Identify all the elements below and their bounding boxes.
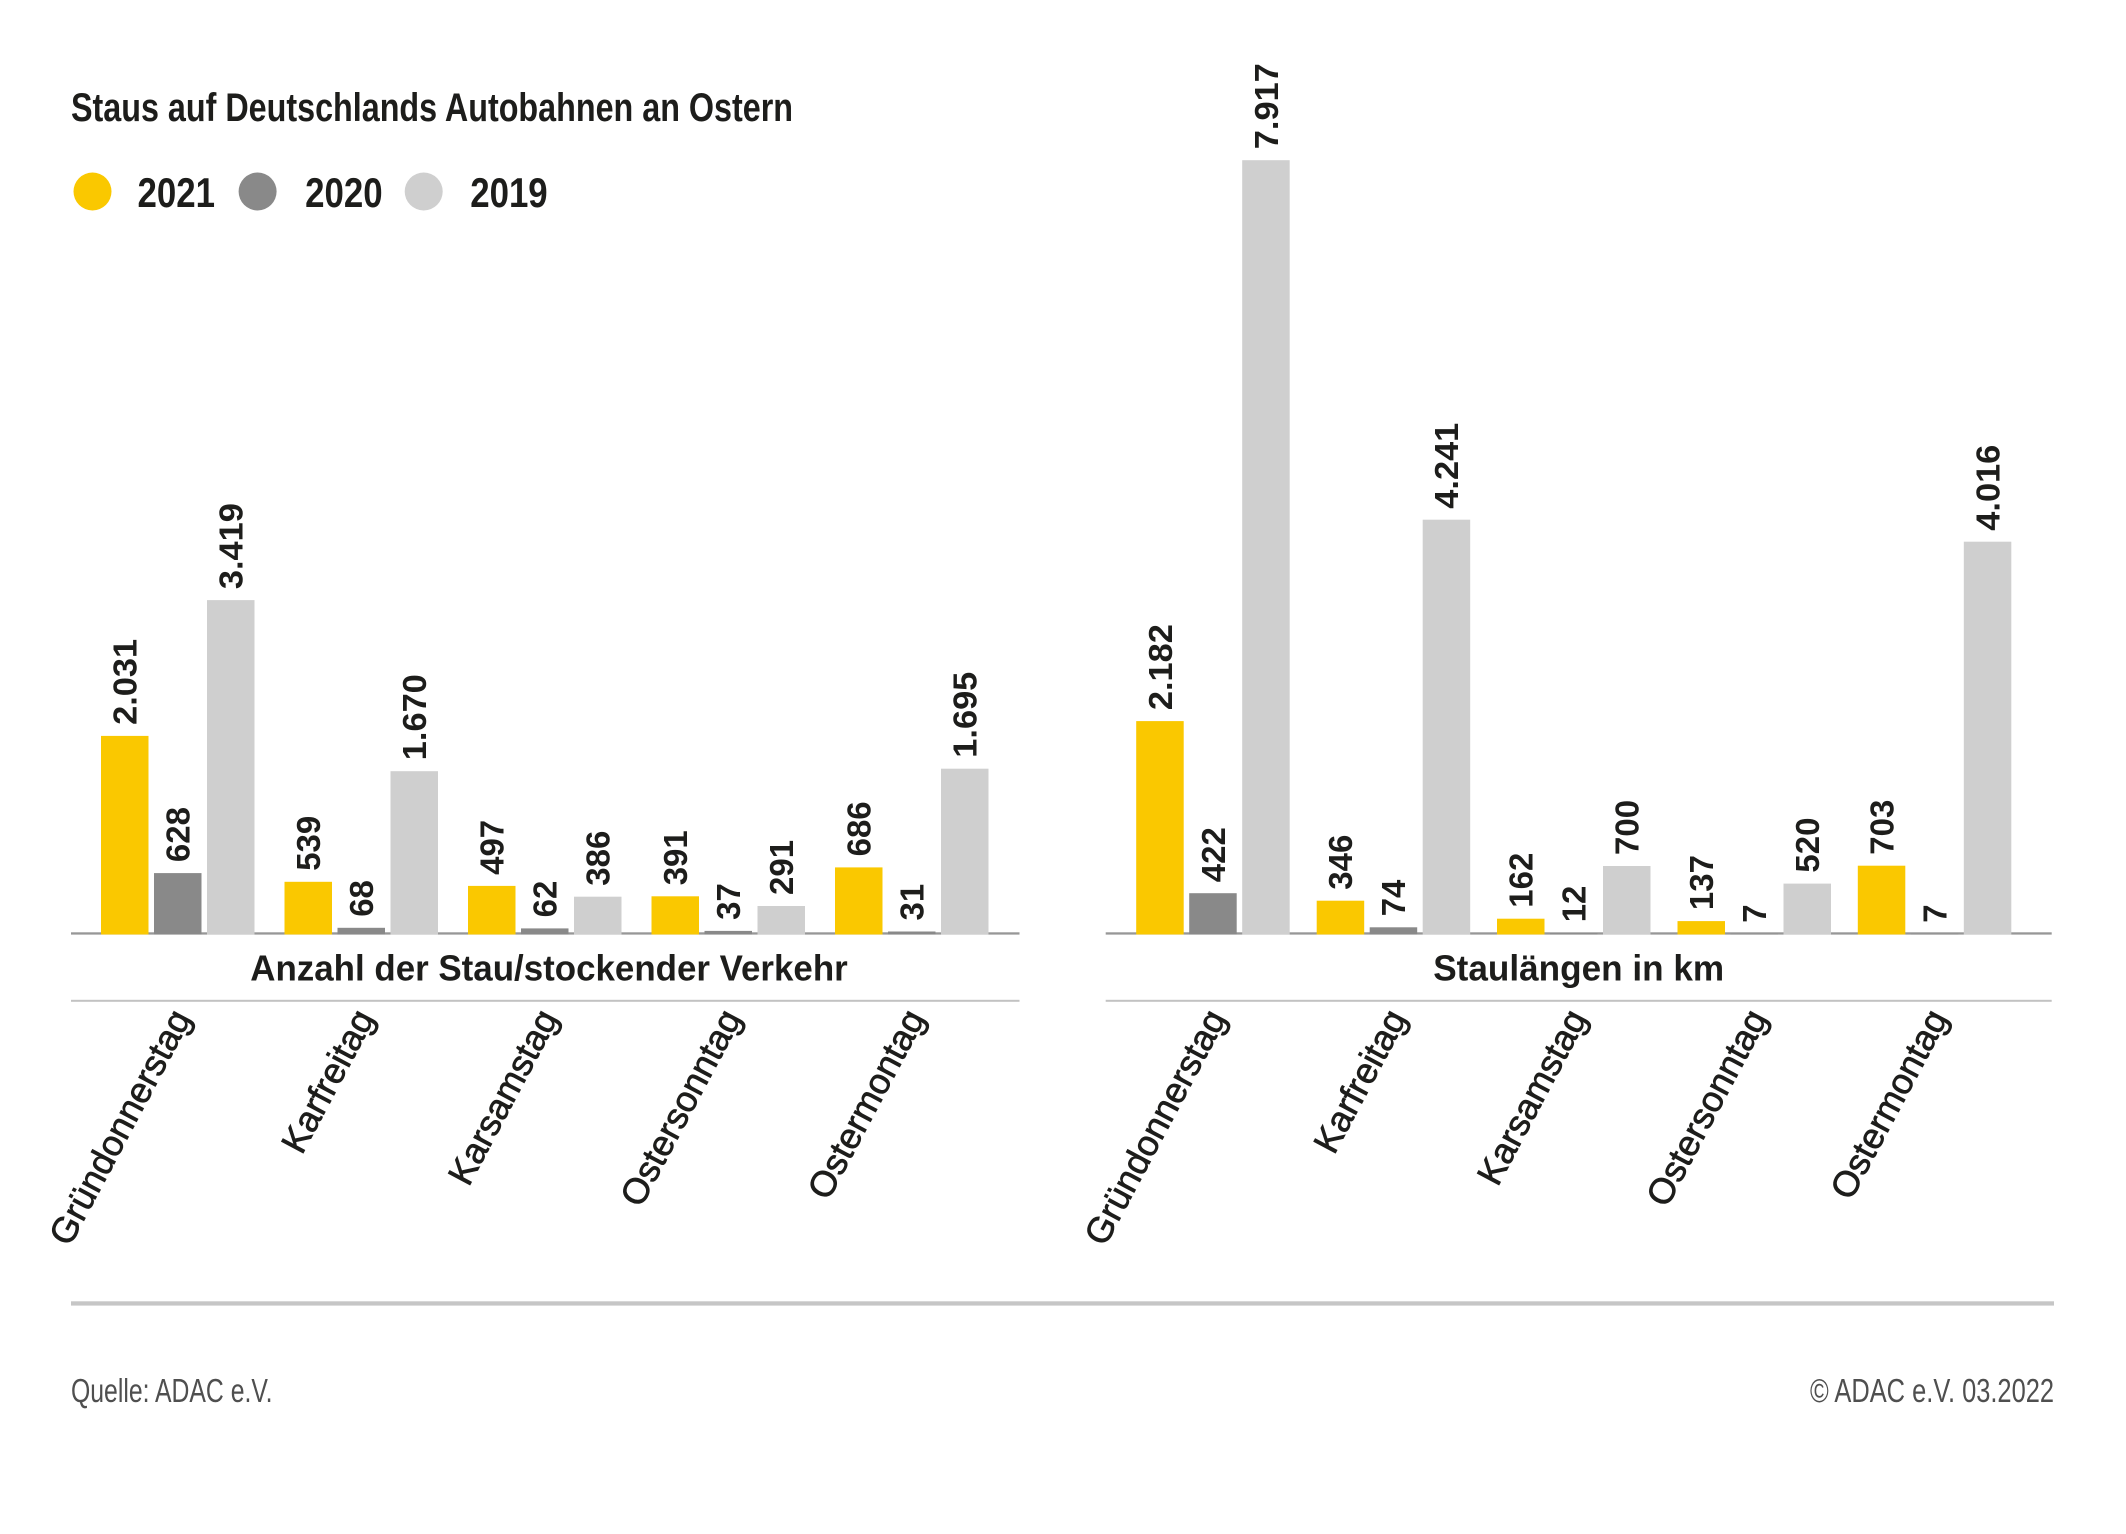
svg-text:686: 686: [841, 801, 878, 856]
svg-text:391: 391: [657, 830, 694, 885]
svg-text:497: 497: [474, 820, 511, 875]
svg-text:62: 62: [527, 881, 564, 918]
svg-text:2.182: 2.182: [1142, 624, 1179, 710]
svg-text:4.241: 4.241: [1428, 423, 1465, 509]
svg-text:7.917: 7.917: [1248, 63, 1285, 149]
svg-text:386: 386: [580, 831, 617, 886]
svg-text:162: 162: [1503, 853, 1540, 908]
svg-text:137: 137: [1683, 855, 1720, 910]
svg-text:700: 700: [1609, 800, 1646, 855]
svg-text:291: 291: [763, 840, 800, 895]
svg-text:346: 346: [1322, 835, 1359, 890]
svg-text:31: 31: [894, 884, 931, 921]
svg-text:12: 12: [1556, 886, 1593, 923]
svg-text:628: 628: [160, 807, 197, 862]
svg-text:520: 520: [1789, 818, 1826, 873]
svg-text:68: 68: [343, 880, 380, 917]
svg-text:2021: 2021: [138, 169, 216, 216]
svg-text:2020: 2020: [305, 169, 383, 216]
svg-text:Staulängen in km: Staulängen in km: [1433, 948, 1724, 989]
svg-text:1.695: 1.695: [947, 672, 984, 758]
svg-text:539: 539: [290, 816, 327, 871]
svg-text:37: 37: [710, 883, 747, 920]
svg-text:Anzahl der Stau/stockender Ver: Anzahl der Stau/stockender Verkehr: [250, 948, 848, 989]
svg-text:Staus auf Deutschlands Autobah: Staus auf Deutschlands Autobahnen an Ost…: [71, 86, 793, 130]
svg-text:2019: 2019: [470, 169, 548, 216]
svg-text:3.419: 3.419: [213, 503, 250, 589]
svg-text:74: 74: [1375, 879, 1412, 916]
svg-text:1.670: 1.670: [396, 674, 433, 760]
svg-text:2.031: 2.031: [107, 639, 144, 725]
svg-text:7: 7: [1916, 904, 1953, 922]
svg-text:Quelle: ADAC e.V.: Quelle: ADAC e.V.: [71, 1372, 273, 1409]
svg-text:7: 7: [1736, 904, 1773, 922]
svg-text:© ADAC e.V. 03.2022: © ADAC e.V. 03.2022: [1810, 1372, 2054, 1409]
svg-text:422: 422: [1195, 827, 1232, 882]
svg-text:703: 703: [1863, 800, 1900, 855]
svg-text:4.016: 4.016: [1969, 445, 2006, 531]
